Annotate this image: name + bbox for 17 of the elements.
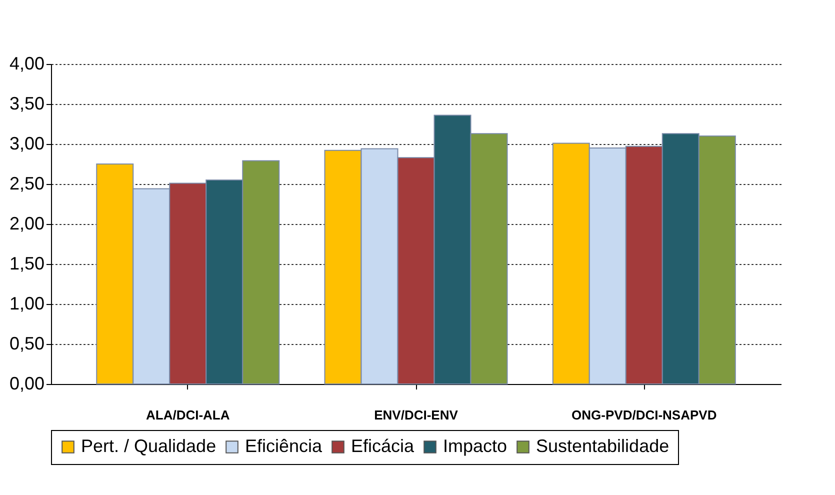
y-tick-label: 0,00 bbox=[9, 374, 44, 394]
y-tick-label: 1,00 bbox=[9, 294, 44, 314]
legend-label: Pert. / Qualidade bbox=[81, 436, 216, 456]
legend-label: Sustentabilidade bbox=[536, 436, 670, 456]
x-tick-label: ALA/DCI-ALA bbox=[146, 408, 230, 422]
y-tick-label: 2,50 bbox=[9, 174, 44, 194]
x-tick-label: ENV/DCI-ENV bbox=[374, 408, 458, 422]
y-tick-label: 2,00 bbox=[9, 214, 44, 234]
y-tick-label: 0,50 bbox=[9, 334, 44, 354]
legend-label: Eficiência bbox=[245, 436, 324, 456]
y-tick-label: 4,00 bbox=[9, 54, 44, 74]
y-tick-label: 1,50 bbox=[9, 254, 44, 274]
legend-label: Eficácia bbox=[351, 436, 416, 456]
legend-label: Impacto bbox=[443, 436, 508, 456]
y-tick-label: 3,00 bbox=[9, 134, 44, 154]
x-tick-label: ONG-PVD/DCI-NSAPVD bbox=[572, 408, 717, 422]
y-tick-label: 3,50 bbox=[9, 94, 44, 114]
